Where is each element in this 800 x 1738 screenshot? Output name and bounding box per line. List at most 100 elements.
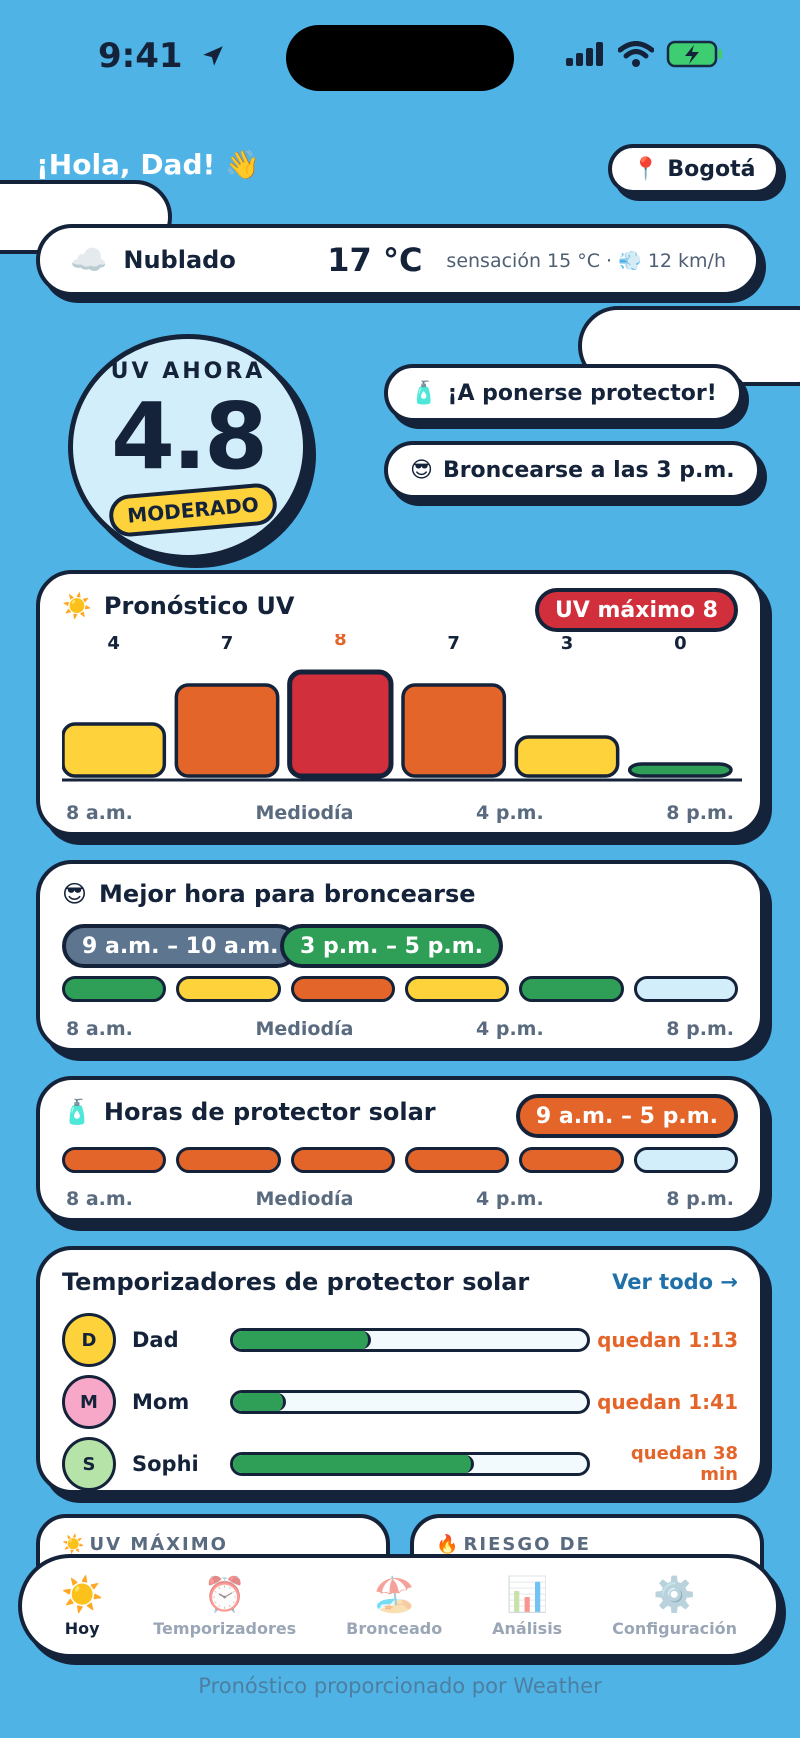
axis-label: 4 p.m. [476, 802, 544, 824]
timer-remaining: quedan 1:41 [597, 1390, 738, 1414]
timer-progress-fill [233, 1331, 372, 1349]
sunscreen-title-text: Horas de protector solar [103, 1098, 436, 1126]
uv-bar-label: 8 [334, 634, 347, 650]
sun-icon: ☀️ [62, 592, 92, 620]
wifi-icon [618, 41, 654, 67]
timeline-segment [176, 1147, 281, 1173]
timer-progress-fill [233, 1393, 287, 1411]
uv-bar[interactable] [287, 669, 394, 779]
tab-tanning[interactable]: 🏖️ Bronceado [346, 1575, 442, 1638]
tip-tanning-text: Broncearse a las 3 p.m. [442, 457, 735, 483]
uv-bar[interactable] [174, 683, 280, 778]
sunscreen-timers-card: Temporizadores de protector solar Ver to… [36, 1246, 764, 1494]
timer-person-name: Mom [132, 1390, 190, 1414]
uv-bar-label: 7 [221, 634, 234, 654]
uv-forecast-card: ☀️ Pronóstico UV UV máximo 8 4 7 8 7 3 0 8 a.… [36, 570, 764, 836]
feels-like: sensación 15 °C · 💨 12 km/h [446, 249, 726, 272]
gear-icon: ⚙️ [653, 1574, 696, 1615]
uv-bar-label: 7 [447, 634, 460, 654]
lotion-icon: 🧴 [62, 1098, 92, 1126]
axis-label: 4 p.m. [476, 1018, 544, 1040]
tab-label: Bronceado [346, 1618, 443, 1638]
tab-today[interactable]: ☀️ Hoy [61, 1575, 103, 1638]
timers-title: Temporizadores de protector solar [62, 1268, 530, 1296]
uv-bar-label: 4 [107, 634, 120, 654]
tab-timers[interactable]: ⏰ Temporizadores [153, 1575, 296, 1638]
axis-label: 8 a.m. [66, 1188, 133, 1210]
condition-label: Nublado [123, 246, 236, 274]
status-time: 9:41 [98, 36, 226, 78]
tanning-title-text: Mejor hora para broncearse [99, 880, 476, 908]
forecast-title-text: Pronóstico UV [103, 592, 295, 620]
uv-bar[interactable] [627, 762, 733, 778]
temperature: 17 °C [327, 241, 423, 279]
timer-row[interactable]: M Mom quedan 1:41 [62, 1374, 738, 1430]
axis-label: 8 a.m. [66, 1018, 133, 1040]
uv-bar[interactable] [401, 683, 507, 778]
timeline-segment [633, 1147, 738, 1173]
uv-now-label: UV AHORA [110, 359, 266, 384]
timeline-segment [519, 1147, 624, 1173]
uv-bar[interactable] [62, 722, 167, 778]
timer-progress-bar [230, 1390, 590, 1414]
greeting: ¡Hola, Dad! 👋 [36, 148, 260, 181]
forecast-axis: 8 a.m. Mediodía 4 p.m. 8 p.m. [66, 802, 734, 824]
sun-icon: ☀️ [60, 1574, 104, 1615]
tab-analysis[interactable]: 📊 Análisis [492, 1575, 562, 1638]
weather-values: 17 °C sensación 15 °C · 💨 12 km/h [327, 241, 726, 279]
forecast-title: ☀️ Pronóstico UV [62, 592, 295, 620]
uv-level-badge: MODERADO [107, 481, 279, 539]
bar-chart-icon: 📊 [505, 1574, 549, 1615]
tanning-axis: 8 a.m. Mediodía 4 p.m. 8 p.m. [66, 1018, 734, 1040]
sunscreen-axis: 8 a.m. Mediodía 4 p.m. 8 p.m. [66, 1188, 734, 1210]
timer-row[interactable]: S Sophi quedan 38 min [62, 1436, 738, 1492]
alarm-clock-icon: ⏰ [203, 1574, 246, 1615]
axis-label: 4 p.m. [476, 1188, 544, 1210]
tab-label: Análisis [492, 1618, 563, 1638]
tab-label: Temporizadores [153, 1618, 297, 1638]
sunscreen-timeline [62, 1147, 738, 1173]
sunglasses-icon: 😎 [410, 457, 433, 483]
attribution-prefix: Pronóstico proporcionado por [198, 1674, 507, 1698]
uv-bar[interactable] [514, 735, 620, 778]
sun-icon: ☀️ [62, 1534, 85, 1555]
axis-label: 8 p.m. [666, 1188, 734, 1210]
timer-progress-bar [230, 1452, 590, 1476]
timeline-segment [62, 976, 167, 1002]
tip-sunscreen: 🧴 ¡A ponerse protector! [384, 364, 743, 422]
timeline-segment [176, 976, 281, 1002]
avatar: S [62, 1437, 116, 1491]
timer-person-name: Sophi [132, 1452, 199, 1476]
uv-now-value: 4.8 [111, 383, 268, 490]
location-button[interactable]: 📍 Bogotá [608, 144, 780, 194]
timeline-segment [405, 1147, 510, 1173]
fire-icon: 🔥 [436, 1534, 459, 1555]
tab-settings[interactable]: ⚙️ Configuración [612, 1575, 737, 1638]
tip-tanning: 😎 Broncearse a las 3 p.m. [384, 441, 761, 499]
timer-remaining: quedan 1:13 [597, 1328, 738, 1352]
tanning-timeline [62, 976, 738, 1002]
see-all-link[interactable]: Ver todo → [612, 1270, 738, 1294]
dynamic-island [286, 25, 514, 91]
timer-progress-fill [233, 1455, 474, 1473]
timer-remaining: quedan 38 min [630, 1443, 738, 1485]
location-arrow-icon [200, 38, 226, 78]
timeline-segment [290, 976, 395, 1002]
timeline-segment [405, 976, 510, 1002]
cloud-icon: ☁️ [70, 242, 108, 278]
tanning-card: 😎 Mejor hora para broncearse 9 a.m. – 10… [36, 860, 764, 1052]
axis-label: 8 a.m. [66, 802, 133, 824]
beach-umbrella-icon: 🏖️ [372, 1574, 416, 1615]
tab-bar: ☀️ Hoy ⏰ Temporizadores 🏖️ Bronceado 📊 A… [18, 1554, 780, 1658]
tan-window-badge[interactable]: 3 p.m. – 5 p.m. [280, 924, 504, 968]
status-time-text: 9:41 [98, 36, 183, 76]
pin-icon: 📍 [632, 156, 660, 182]
signal-icon [566, 42, 603, 66]
uv-forecast-chart: 4 7 8 7 3 0 [62, 634, 742, 782]
tan-window-badge[interactable]: 9 a.m. – 10 a.m. [62, 924, 299, 968]
timeline-segment [633, 976, 738, 1002]
tab-label: Configuración [612, 1618, 738, 1638]
sunglasses-icon: 😎 [62, 880, 88, 908]
tip-sunscreen-text: ¡A ponerse protector! [447, 380, 717, 406]
timer-row[interactable]: D Dad quedan 1:13 [62, 1312, 738, 1368]
